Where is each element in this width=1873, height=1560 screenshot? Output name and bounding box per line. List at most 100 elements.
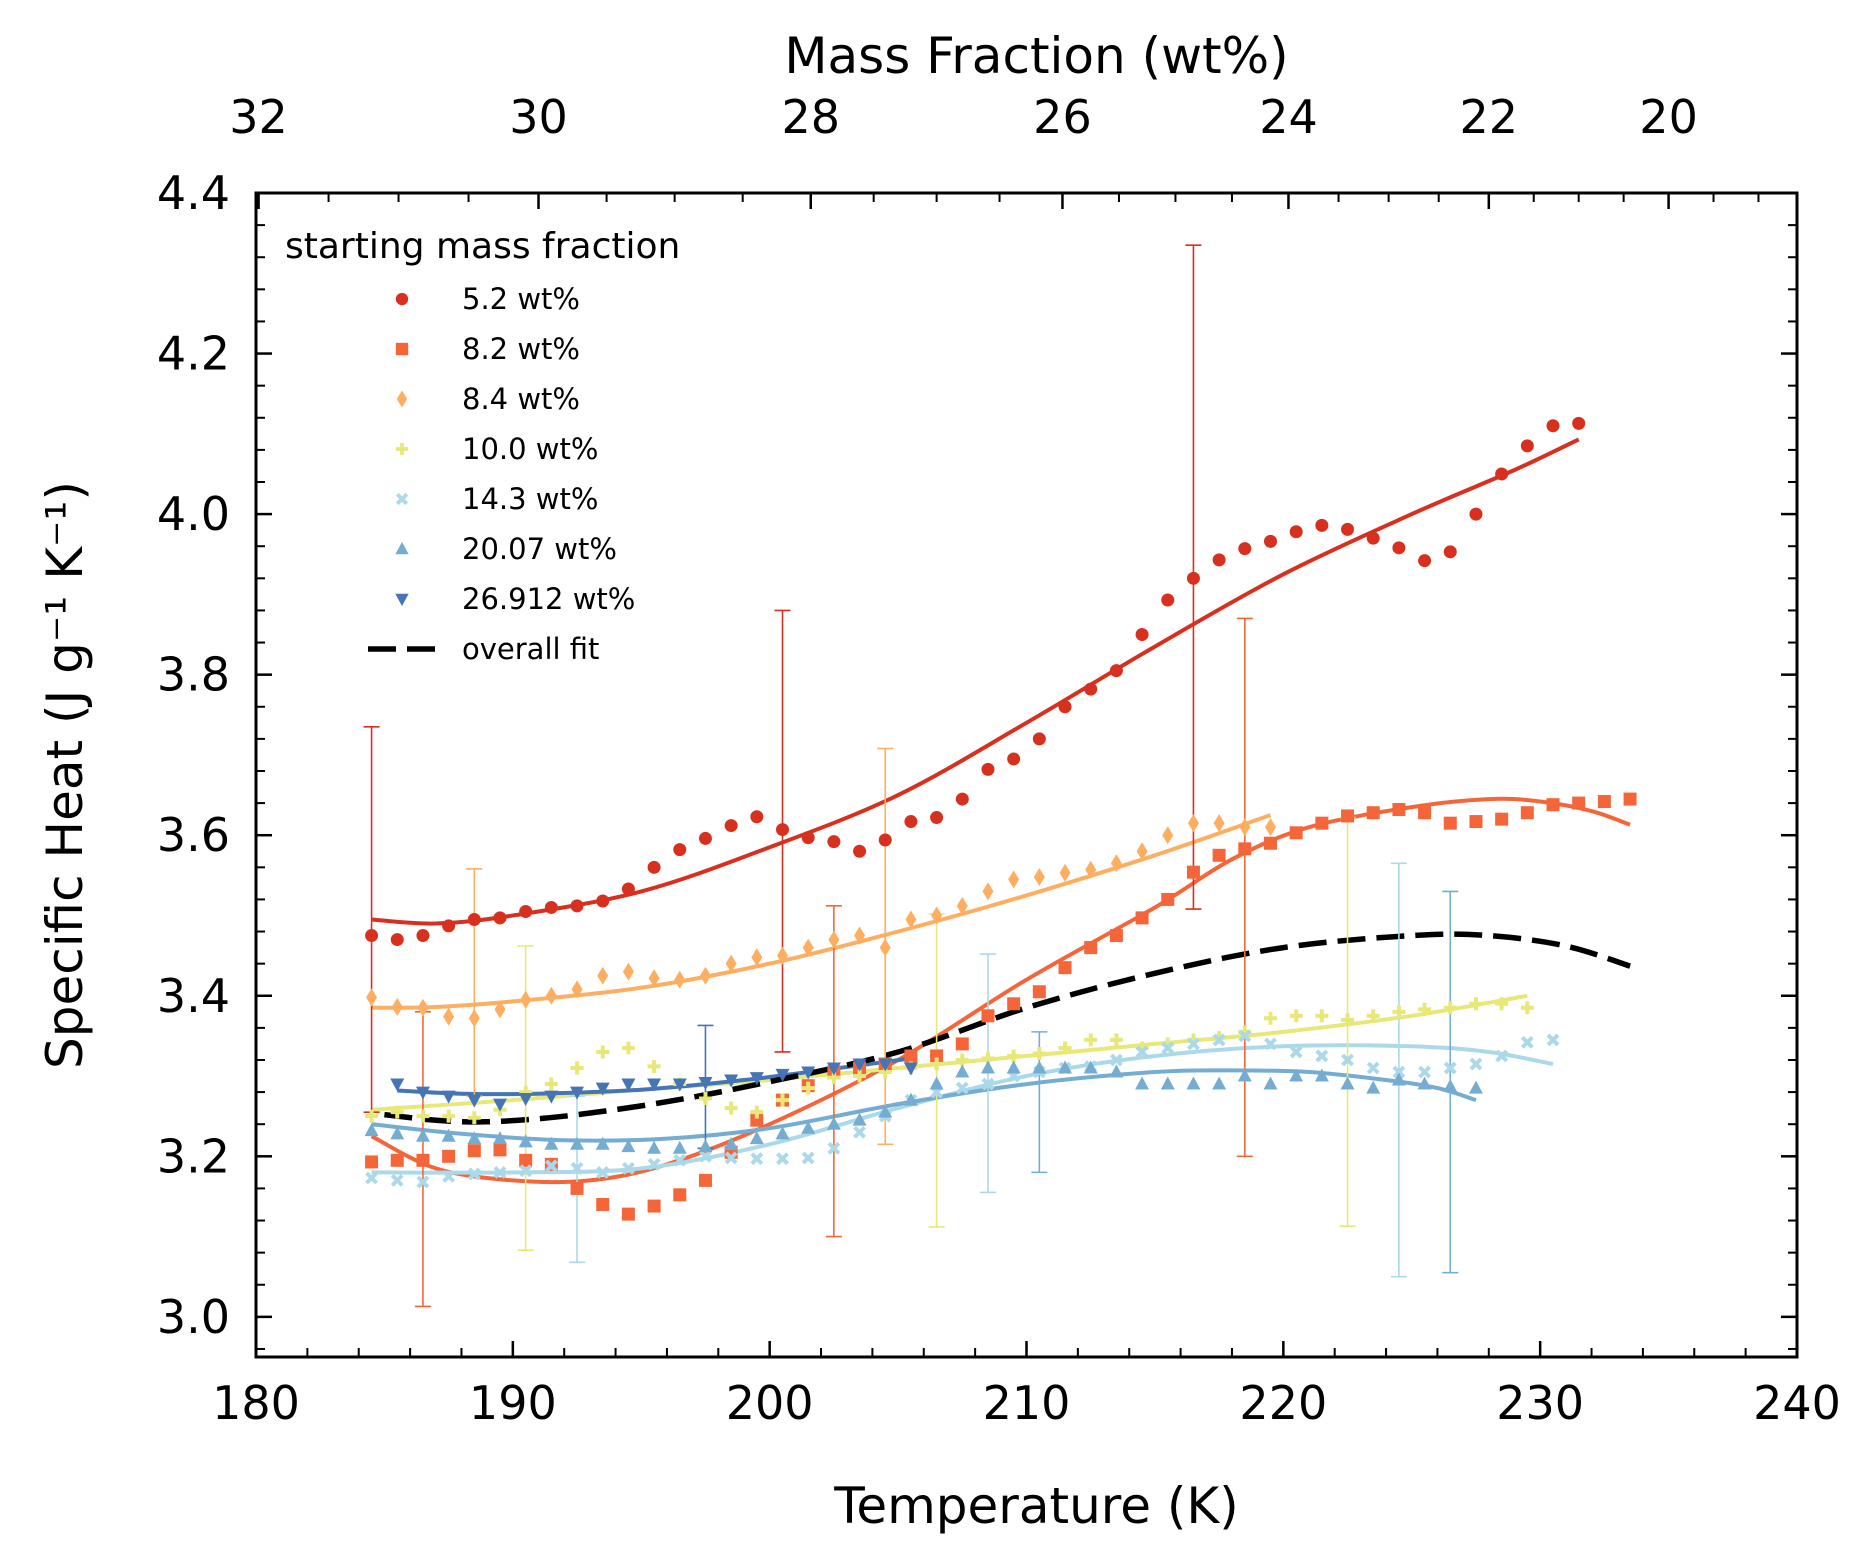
data-point-14-3-wt <box>1135 1045 1149 1059</box>
y-tick-label: 4.4 <box>157 166 230 220</box>
data-point-5-2-wt <box>1366 531 1380 545</box>
data-point-26-912-wt <box>518 1093 533 1107</box>
data-point-14-3-wt <box>570 1161 584 1175</box>
data-point-14-3-wt <box>1495 1049 1509 1063</box>
data-point-5-2-wt <box>1238 542 1252 556</box>
data-point-8-4-wt <box>1162 826 1174 845</box>
y-tick-label: 3.2 <box>157 1129 230 1183</box>
data-point-14-3-wt <box>801 1151 815 1165</box>
data-point-10-0-wt <box>390 1105 404 1119</box>
data-point-14-3-wt <box>827 1141 841 1155</box>
data-point-20-07-wt <box>1109 1064 1124 1078</box>
x-axis-title: Temperature (K) <box>833 1477 1238 1535</box>
data-point-8-4-wt <box>417 998 429 1017</box>
data-point-8-2-wt <box>1341 809 1355 823</box>
data-point-20-07-wt <box>647 1140 662 1154</box>
data-point-26-912-wt <box>826 1062 841 1076</box>
data-point-8-4-wt <box>905 910 917 929</box>
data-point-10-0-wt <box>365 1109 379 1123</box>
data-point-26-912-wt <box>544 1090 559 1104</box>
data-point-20-07-wt <box>415 1128 430 1142</box>
legend-label: 26.912 wt% <box>462 582 635 616</box>
data-point-14-3-wt <box>647 1157 661 1171</box>
data-point-5-2-wt <box>544 900 558 914</box>
data-point-14-3-wt <box>699 1149 712 1163</box>
y-tick-label: 4.2 <box>157 327 230 381</box>
data-point-5-2-wt <box>647 860 661 874</box>
data-point-8-2-wt <box>596 1197 610 1211</box>
data-point-5-2-wt <box>878 833 892 847</box>
data-point-26-912-wt <box>595 1082 610 1096</box>
data-point-14-3-wt <box>1469 1057 1483 1071</box>
legend-marker <box>395 442 409 456</box>
data-point-5-2-wt <box>1341 522 1355 536</box>
data-point-8-4-wt <box>545 986 557 1005</box>
y-tick-label: 3.6 <box>157 808 230 862</box>
data-point-20-07-wt <box>724 1136 739 1150</box>
data-point-26-912-wt <box>441 1090 456 1104</box>
data-point-14-3-wt <box>776 1152 789 1166</box>
data-point-20-07-wt <box>1314 1068 1329 1082</box>
data-point-8-2-wt <box>1520 806 1534 820</box>
data-point-8-2-wt <box>1366 806 1380 820</box>
data-point-8-2-wt <box>981 1009 995 1023</box>
data-point-5-2-wt <box>1520 439 1534 453</box>
data-point-14-3-wt <box>1366 1061 1380 1075</box>
data-point-8-2-wt <box>904 1049 918 1063</box>
data-point-26-912-wt <box>698 1076 713 1090</box>
data-point-8-4-wt <box>699 966 711 985</box>
data-point-20-07-wt <box>929 1076 944 1090</box>
data-point-26-912-wt <box>775 1068 790 1082</box>
data-point-5-2-wt <box>1315 518 1329 532</box>
data-point-14-3-wt <box>493 1165 507 1179</box>
data-point-8-2-wt <box>1315 816 1329 830</box>
data-point-26-912-wt <box>570 1086 585 1100</box>
y-tick-label: 3.8 <box>157 648 230 702</box>
data-point-5-2-wt <box>750 810 764 824</box>
data-point-10-0-wt <box>1315 1009 1329 1023</box>
data-point-14-3-wt <box>1212 1033 1226 1047</box>
data-point-5-2-wt <box>724 819 738 833</box>
data-point-26-912-wt <box>672 1078 687 1092</box>
data-point-14-3-wt <box>621 1161 635 1175</box>
data-point-8-4-wt <box>1213 814 1225 833</box>
data-point-10-0-wt <box>1392 1005 1406 1019</box>
data-point-5-2-wt <box>827 835 841 849</box>
data-point-10-0-wt <box>647 1059 661 1073</box>
data-point-8-4-wt <box>725 954 737 973</box>
data-point-8-4-wt <box>777 946 789 965</box>
data-point-14-3-wt <box>1443 1061 1457 1075</box>
data-point-8-2-wt <box>1263 836 1277 850</box>
top-tick-label: 24 <box>1259 90 1318 144</box>
data-point-8-4-wt <box>854 926 866 945</box>
data-point-20-07-wt <box>955 1064 970 1078</box>
data-point-10-0-wt <box>1520 1001 1534 1015</box>
data-point-5-2-wt <box>1007 752 1021 766</box>
data-point-8-2-wt <box>1238 842 1252 856</box>
data-point-14-3-wt <box>1418 1065 1432 1079</box>
top-tick-label: 30 <box>509 90 568 144</box>
data-point-5-2-wt <box>570 899 584 913</box>
data-point-5-2-wt <box>1443 545 1457 559</box>
data-point-8-4-wt <box>828 930 840 949</box>
data-point-8-2-wt <box>493 1143 507 1157</box>
data-point-5-2-wt <box>519 904 533 918</box>
data-point-20-07-wt <box>1443 1078 1458 1092</box>
data-point-10-0-wt <box>467 1111 481 1125</box>
top-tick-label: 20 <box>1639 90 1698 144</box>
data-point-8-2-wt <box>390 1153 404 1167</box>
data-point-5-2-wt <box>1212 553 1226 567</box>
data-point-8-4-wt <box>366 988 378 1007</box>
plot-frame <box>254 191 1799 1359</box>
data-point-5-2-wt <box>1418 554 1432 568</box>
data-point-10-0-wt <box>698 1092 712 1106</box>
data-point-8-4-wt <box>751 948 763 967</box>
data-point-20-07-wt <box>698 1139 713 1153</box>
data-point-20-07-wt <box>1366 1080 1381 1094</box>
data-point-8-4-wt <box>1136 842 1148 861</box>
legend-label: 8.4 wt% <box>462 382 580 416</box>
data-point-20-07-wt <box>1032 1060 1047 1074</box>
legend-label: 14.3 wt% <box>462 482 598 516</box>
data-point-20-07-wt <box>1058 1060 1073 1074</box>
data-point-20-07-wt <box>980 1060 995 1074</box>
